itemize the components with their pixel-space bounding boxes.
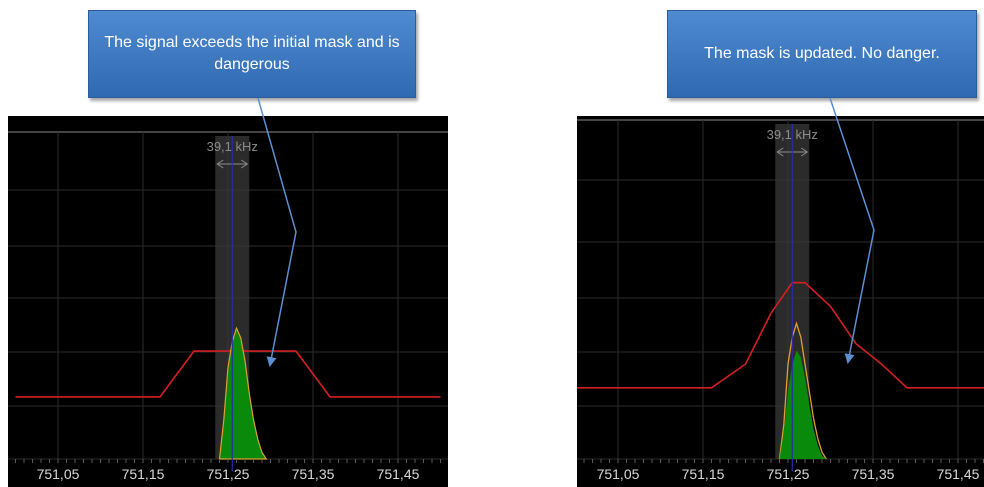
bandwidth-arrow-right-head bbox=[240, 159, 249, 169]
bandwidth-arrow-left-head bbox=[216, 159, 224, 169]
x-tick-label: 751,25 bbox=[207, 466, 250, 482]
x-tick-label: 751,35 bbox=[292, 466, 335, 482]
callout-left-text: The signal exceeds the initial mask and … bbox=[104, 34, 400, 73]
x-tick-label: 751,15 bbox=[682, 466, 725, 482]
x-tick-label: 751,45 bbox=[937, 466, 980, 482]
x-tick-label: 751,05 bbox=[597, 466, 640, 482]
spectrum-chart-left: 39,1 kHz 751,05 751,15 751,25 751,35 751,45 bbox=[8, 116, 448, 487]
spectrum-chart-right: 39,1 kHz 751,05 751,15 751,25 751,35 751,45 bbox=[577, 116, 984, 487]
callout-signal-exceeds-mask: The signal exceeds the initial mask and … bbox=[88, 10, 416, 98]
callout-right-text: The mask is updated. No danger. bbox=[704, 45, 940, 62]
callout-arrow-right bbox=[829, 97, 875, 364]
mask-line bbox=[577, 281, 984, 389]
signal-peak-outline bbox=[778, 321, 827, 460]
x-tick-label: 751,05 bbox=[37, 466, 80, 482]
signal-area bbox=[779, 350, 827, 459]
signal-area bbox=[218, 326, 268, 460]
callout-mask-updated: The mask is updated. No danger. bbox=[667, 10, 977, 98]
bandwidth-arrow-right-head bbox=[800, 147, 809, 157]
x-tick-label: 751,45 bbox=[377, 466, 420, 482]
mask-line bbox=[15, 350, 441, 398]
x-tick-label: 751,25 bbox=[767, 466, 810, 482]
callout-arrow-left bbox=[257, 97, 297, 367]
x-tick-label: 751,35 bbox=[852, 466, 895, 482]
x-tick-label: 751,15 bbox=[122, 466, 165, 482]
bandwidth-arrow-left-head bbox=[776, 147, 784, 157]
